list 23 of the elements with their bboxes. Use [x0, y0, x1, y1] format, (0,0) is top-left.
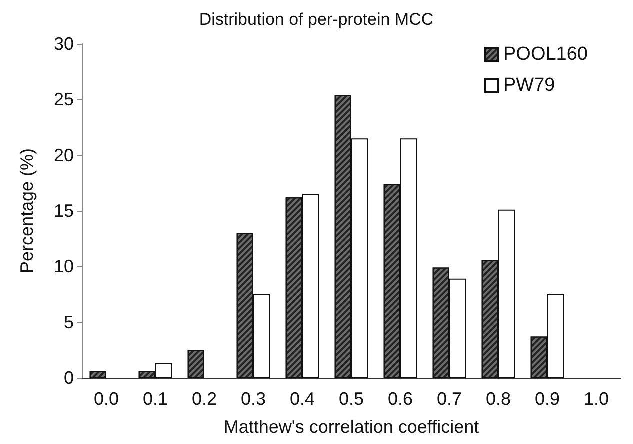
x-tick-label: 0.9: [534, 389, 560, 409]
x-tick-label: 0.4: [290, 389, 316, 409]
x-tick-label: 0.6: [388, 389, 414, 409]
x-axis-title: Matthew's correlation coefficient: [224, 417, 480, 437]
x-tick-label: 0.2: [192, 389, 218, 409]
y-tick-label: 20: [54, 145, 74, 166]
y-tick-label: 25: [54, 90, 74, 110]
x-tick-label: 1.0: [584, 389, 610, 409]
x-tick-label: 0.7: [436, 389, 462, 409]
legend-label: POOL160: [504, 44, 588, 65]
y-tick-label: 15: [54, 201, 74, 221]
y-tick-label: 0: [64, 368, 74, 388]
x-tick-label: 0.3: [240, 389, 266, 409]
chart-title: Distribution of per-protein MCC: [199, 10, 434, 29]
legend-label: PW79: [504, 75, 556, 96]
x-tick-label: 0.0: [94, 389, 120, 409]
x-tick-label: 0.5: [338, 389, 364, 409]
y-tick-label: 10: [54, 256, 74, 277]
y-tick-label: 5: [64, 312, 74, 332]
x-tick-label: 0.8: [486, 389, 512, 409]
x-tick-label: 0.1: [142, 389, 168, 409]
y-axis-title: Percentage (%): [17, 148, 37, 274]
y-tick-label: 30: [54, 34, 74, 54]
